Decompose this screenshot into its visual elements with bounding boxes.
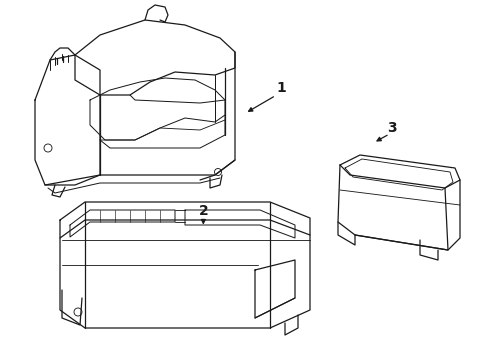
Text: 3: 3 [387, 121, 397, 135]
Text: 2: 2 [198, 204, 208, 217]
Text: 1: 1 [277, 81, 287, 95]
